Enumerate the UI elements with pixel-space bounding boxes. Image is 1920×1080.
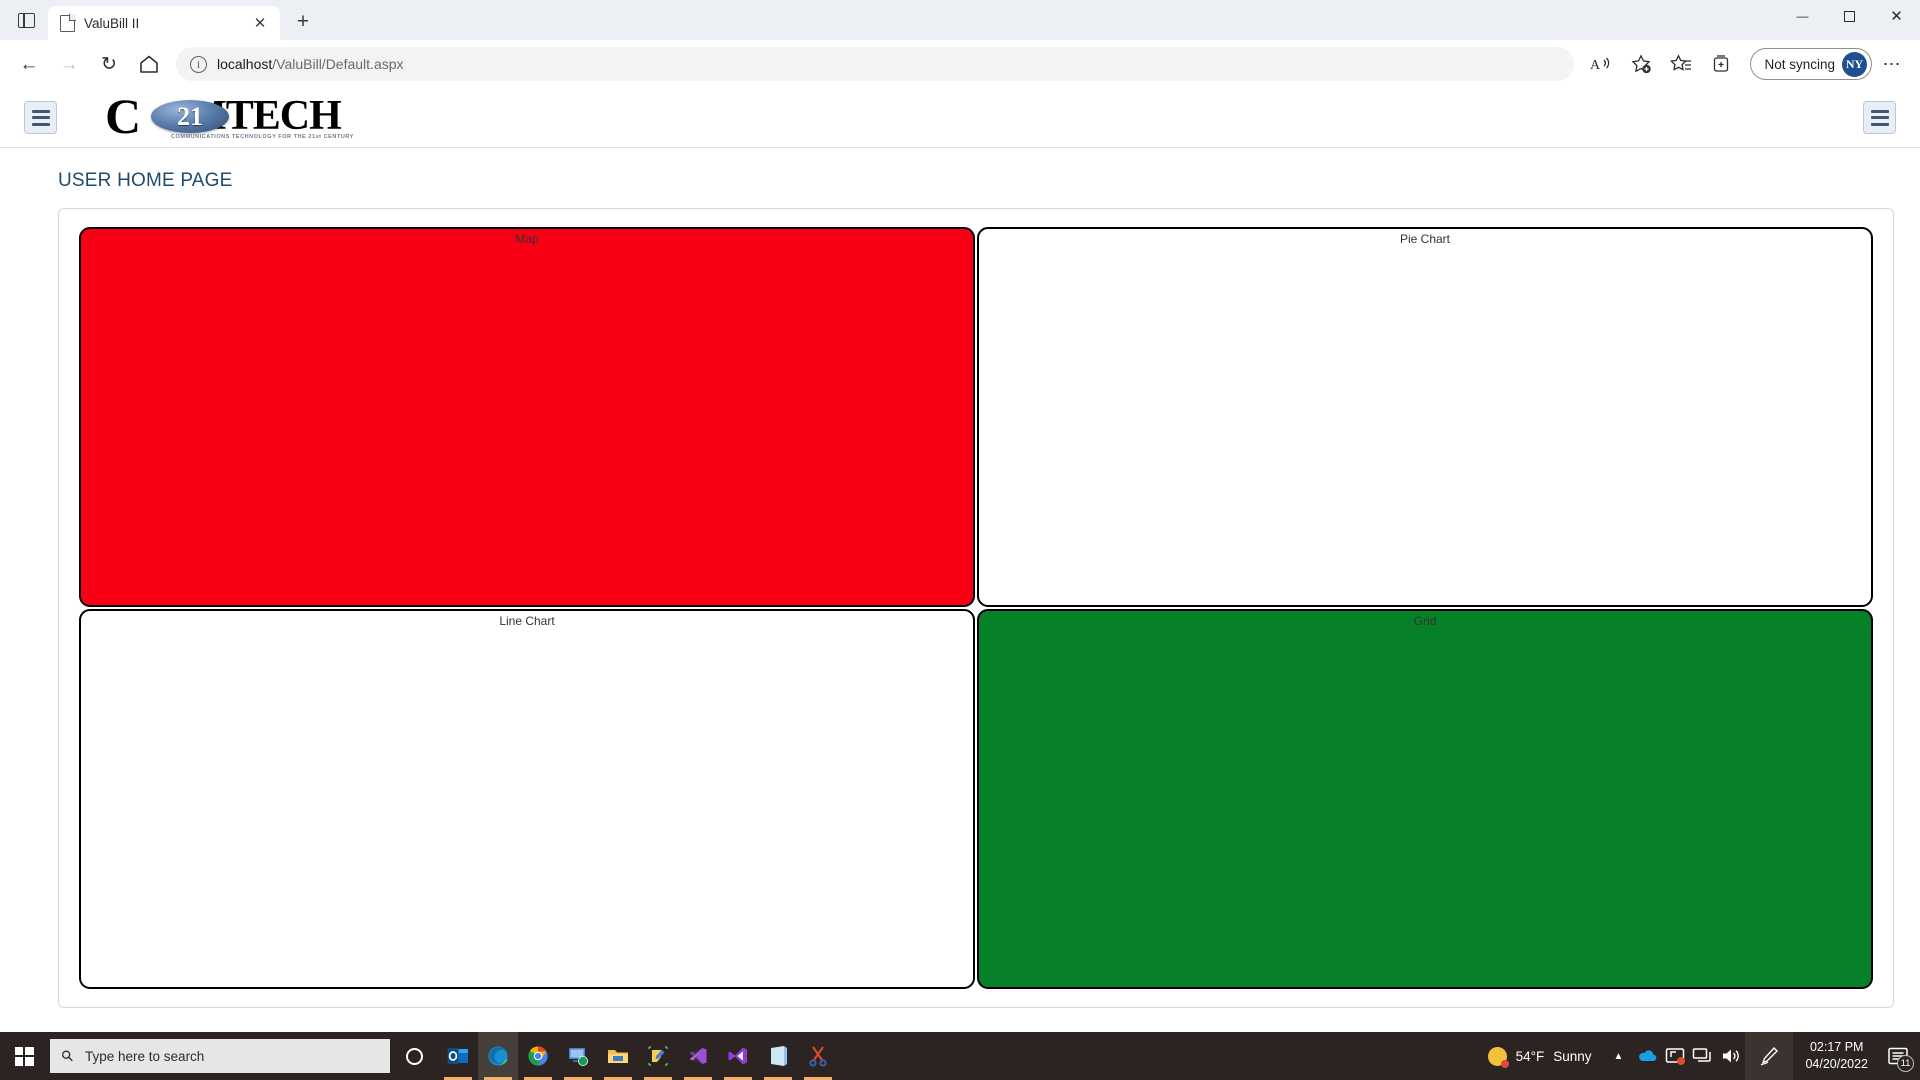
browser-toolbar: ← → ↻ i localhost/ValuBill/Default.aspx … [0, 40, 1920, 88]
address-bar[interactable]: i localhost/ValuBill/Default.aspx [176, 47, 1575, 81]
url-path: /ValuBill/Default.aspx [272, 56, 404, 72]
app-header: C 21 MTECH COMMUNICATIONS TECHNOLOGY FOR… [0, 88, 1920, 148]
forward-arrow-icon: → [59, 53, 79, 75]
reload-icon: ↻ [101, 53, 117, 75]
dashboard-card: Map Pie Chart Line Chart Grid [58, 208, 1894, 1008]
more-options-icon[interactable]: ⋯ [1882, 53, 1902, 74]
page-icon [60, 14, 76, 32]
vs-code-taskbar-icon[interactable] [678, 1032, 718, 1080]
favorites-list-icon[interactable] [1662, 47, 1700, 81]
browser-tab[interactable]: ValuBill II ✕ [48, 6, 280, 40]
windows-ink-icon[interactable] [1745, 1032, 1794, 1080]
windows-start-icon[interactable] [0, 1032, 48, 1080]
network-icon[interactable] [1689, 1032, 1717, 1080]
pie-chart-panel-label: Pie Chart [1399, 232, 1451, 246]
brand-logo: C 21 MTECH COMMUNICATIONS TECHNOLOGY FOR… [105, 91, 377, 141]
weather-temperature: 54°F [1515, 1048, 1545, 1064]
screen-snip-icon[interactable] [1661, 1032, 1689, 1080]
minimize-button[interactable]: — [1796, 9, 1809, 23]
clock-date: 04/20/2022 [1805, 1057, 1868, 1071]
sticky-notes-taskbar-icon[interactable] [638, 1032, 678, 1080]
profile-button[interactable]: Not syncing NY [1750, 48, 1872, 80]
file-explorer-taskbar-icon[interactable] [598, 1032, 638, 1080]
notification-count-badge: 11 [1897, 1055, 1914, 1072]
tab-actions-menu-button[interactable] [4, 0, 48, 40]
remote-desktop-taskbar-icon[interactable] [558, 1032, 598, 1080]
header-right [1863, 101, 1896, 134]
logo-graphic: C 21 MTECH [105, 91, 377, 141]
logo-tagline: COMMUNICATIONS TECHNOLOGY FOR THE 21st C… [171, 134, 354, 140]
back-button[interactable]: ← [10, 47, 48, 81]
maximize-button[interactable] [1826, 0, 1873, 32]
snipping-tool-taskbar-icon[interactable] [798, 1032, 838, 1080]
web-page-content: C 21 MTECH COMMUNICATIONS TECHNOLOGY FOR… [0, 88, 1920, 1074]
line-chart-panel[interactable]: Line Chart [79, 609, 975, 989]
back-arrow-icon: ← [19, 53, 39, 75]
new-tab-button[interactable]: + [296, 10, 310, 33]
chrome-taskbar-icon[interactable] [518, 1032, 558, 1080]
pie-chart-panel[interactable]: Pie Chart [977, 227, 1873, 607]
close-icon[interactable]: ✕ [253, 14, 267, 32]
action-center-icon[interactable]: 11 [1880, 1032, 1916, 1080]
hamburger-bar [31, 109, 50, 113]
home-button[interactable] [130, 47, 168, 81]
clock-time: 02:17 PM [1809, 1040, 1864, 1055]
svg-text:A: A [1590, 58, 1601, 73]
logo-badge-text: 21 [177, 101, 203, 131]
dashboard-grid: Map Pie Chart Line Chart Grid [79, 227, 1873, 989]
map-panel-label: Map [515, 232, 539, 246]
grid-panel[interactable]: Grid [977, 609, 1873, 989]
sun-icon [1487, 1046, 1509, 1068]
tab-strip: ValuBill II ✕ + — ✕ [0, 0, 1920, 40]
edge-taskbar-icon[interactable] [478, 1032, 518, 1080]
show-hidden-icons-chevron[interactable]: ▲ [1613, 1050, 1624, 1062]
window-controls: — ✕ [1779, 0, 1920, 40]
tab-panel-icon [17, 12, 35, 28]
hamburger-bar [1870, 122, 1889, 126]
read-aloud-icon[interactable]: A [1582, 47, 1620, 81]
visual-studio-taskbar-icon[interactable] [718, 1032, 758, 1080]
weather-condition: Sunny [1553, 1048, 1592, 1064]
search-icon: ⚲ [57, 1046, 78, 1067]
avatar: NY [1842, 51, 1867, 77]
system-tray: 54°F Sunny ▲ [1476, 1032, 1920, 1080]
cortana-icon[interactable] [390, 1032, 438, 1080]
windows-taskbar: ⚲ Type here to search [0, 1032, 1920, 1080]
sync-status-label: Not syncing [1764, 56, 1835, 72]
search-input[interactable]: ⚲ Type here to search [50, 1039, 390, 1073]
window-close-button[interactable]: ✕ [1890, 8, 1903, 25]
add-favorite-icon[interactable] [1622, 47, 1660, 81]
clock[interactable]: 02:17 PM 04/20/2022 [1793, 1039, 1880, 1073]
hamburger-bar [31, 122, 50, 126]
hamburger-bar [1870, 109, 1889, 113]
url-host: localhost [217, 56, 273, 72]
search-placeholder: Type here to search [85, 1048, 205, 1064]
logo-badge: 21 [151, 100, 229, 133]
grid-panel-label: Grid [1413, 614, 1437, 628]
page-title: USER HOME PAGE [58, 170, 233, 191]
forward-button[interactable]: → [50, 47, 88, 81]
sidebar-toggle-button[interactable] [24, 101, 57, 134]
volume-icon[interactable] [1717, 1032, 1745, 1080]
home-icon [140, 55, 158, 73]
onenote-taskbar-icon[interactable] [758, 1032, 798, 1080]
hamburger-bar [1870, 116, 1889, 119]
logo-prefix: C [105, 88, 142, 144]
reload-button[interactable]: ↻ [90, 47, 128, 81]
taskbar-app-list [438, 1032, 838, 1080]
tab-title: ValuBill II [84, 15, 140, 31]
outlook-taskbar-icon[interactable] [438, 1032, 478, 1080]
user-menu-button[interactable] [1863, 101, 1896, 134]
map-panel[interactable]: Map [79, 227, 975, 607]
line-chart-panel-label: Line Chart [499, 614, 555, 628]
hamburger-bar [31, 116, 50, 119]
toolbar-right-actions: A [1582, 47, 1910, 81]
url-text: localhost/ValuBill/Default.aspx [217, 56, 404, 72]
collections-icon[interactable] [1702, 47, 1740, 81]
onedrive-icon[interactable] [1633, 1032, 1661, 1080]
site-info-icon[interactable]: i [190, 55, 207, 73]
weather-widget[interactable]: 54°F Sunny [1476, 1046, 1604, 1068]
